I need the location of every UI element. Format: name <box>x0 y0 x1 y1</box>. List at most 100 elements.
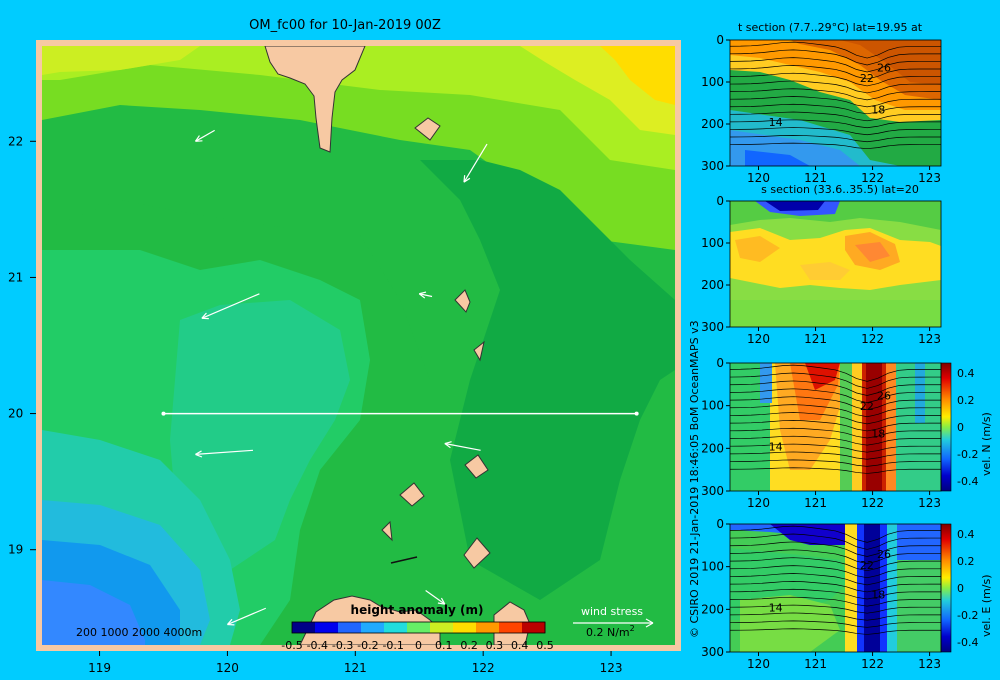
panel-x-tick-label: 123 <box>918 171 941 185</box>
colorbar-swatch <box>338 622 362 633</box>
panel-x-tick-label: 120 <box>747 657 770 671</box>
map-y-tick-label: 21 <box>8 270 23 284</box>
panel-y-tick-label: 0 <box>716 33 724 47</box>
contour-line <box>730 435 941 446</box>
wind-vector-head <box>418 291 427 299</box>
contour-line <box>730 88 941 101</box>
panel-x-tick-label: 120 <box>747 496 770 510</box>
credit-text: © CSIRO 2019 21-Jan-2019 18:46:05 BoM Oc… <box>688 320 701 638</box>
panel-y-tick-label: 200 <box>701 117 724 131</box>
map-y-tick-label: 19 <box>8 543 23 557</box>
contour-line <box>730 628 941 635</box>
colorbar-swatch <box>407 622 431 633</box>
panel-x-tick-label: 123 <box>918 657 941 671</box>
vel-colorbar-tick-label: -0.4 <box>957 636 978 649</box>
contour-line <box>730 142 941 150</box>
panel-frame <box>729 200 942 328</box>
wind-vector-head <box>201 312 209 320</box>
vel-colorbar-tick-label: 0.2 <box>957 394 975 407</box>
map-x-tick-label: 123 <box>600 661 623 675</box>
vele-colorbar <box>940 523 952 653</box>
contour-line <box>730 372 941 389</box>
colorbar-tick-label: -0.3 <box>332 639 353 652</box>
contour-line <box>730 533 941 550</box>
panel-salinity-title: s section (33.6..35.5) lat=20 <box>761 183 919 196</box>
height-colorbar: -0.5 -0.4 -0.3 -0.2 -0.1 0 0.1 0.2 0.3 0.4 0.5 <box>281 621 554 652</box>
map-x-tick-label: 119 <box>88 661 111 675</box>
contour-line <box>730 396 941 411</box>
wind-vector-head <box>226 618 235 626</box>
wind-vector-head <box>194 135 203 142</box>
wind-key-value: 0.2 N/m2 <box>586 624 635 639</box>
vel-colorbar-tick-label: -0.2 <box>957 448 978 461</box>
contour-line <box>730 612 941 621</box>
contour-line <box>730 412 941 425</box>
contour-line <box>730 96 941 108</box>
colorbar-swatch <box>499 622 523 633</box>
vel-colorbar-tick-label: -0.4 <box>957 475 978 488</box>
wind-vector <box>227 607 267 626</box>
wind-key-arrowhead <box>645 618 654 628</box>
contour-line <box>730 127 941 136</box>
panel-y-tick-label: 300 <box>701 484 724 498</box>
panel-y-tick-label: 0 <box>716 194 724 208</box>
colorbar-swatch <box>476 622 500 633</box>
panel-y-tick-label: 200 <box>701 602 724 616</box>
contour-label: 26 <box>877 62 891 75</box>
section-start-marker <box>161 411 166 416</box>
contour-line <box>730 420 941 432</box>
panel-axes: 120 121 122 123 0 100 200 300 120 121 122 123 0 100 20… <box>701 33 978 671</box>
contour-line <box>730 565 941 579</box>
contour-line <box>730 388 941 403</box>
panel-x-tick-label: 121 <box>804 332 827 346</box>
contour-label: 14 <box>769 116 783 129</box>
wind-vector <box>444 442 481 451</box>
panel-x-tick-label: 123 <box>918 496 941 510</box>
section-line <box>161 411 639 416</box>
colorbar-tick-label: 0.3 <box>486 639 504 652</box>
colorbar-frame <box>291 621 546 634</box>
contour-line <box>730 451 941 460</box>
contour-line <box>730 380 941 396</box>
panel-x-tick-label: 122 <box>861 657 884 671</box>
panel-x-tick-label: 122 <box>861 332 884 346</box>
panel-y-tick-label: 300 <box>701 320 724 334</box>
contour-line <box>730 459 941 467</box>
panel-y-tick-label: 100 <box>701 236 724 250</box>
wind-vector-head <box>463 175 471 183</box>
contour-line <box>730 427 941 439</box>
colorbar-swatch <box>292 622 316 633</box>
map-y-tick-label: 22 <box>8 134 23 148</box>
wind-vector-head <box>444 441 452 449</box>
wind-vector-head <box>195 450 203 458</box>
contour-label: 26 <box>877 548 891 561</box>
map-field <box>42 46 675 645</box>
contour-line <box>730 549 941 564</box>
vel-colorbar-tick-label: 0 <box>957 582 964 595</box>
colorbar-tick-label: 0 <box>415 639 422 652</box>
section-end-marker <box>634 411 639 416</box>
colorbar-swatch <box>453 622 477 633</box>
vel-colorbar-tick-label: -0.2 <box>957 609 978 622</box>
contour-line <box>730 557 941 572</box>
panel-frame <box>729 362 942 492</box>
colorbar-tick-label: 0.2 <box>460 639 478 652</box>
panel-x-tick-label: 121 <box>804 496 827 510</box>
vel-colorbar-tick-label: 0.4 <box>957 367 975 380</box>
wind-vectors <box>194 129 488 626</box>
contour-line <box>730 65 941 80</box>
wind-vector <box>195 129 215 142</box>
map-x-tick-label: 121 <box>344 661 367 675</box>
contour-line <box>730 604 941 614</box>
vele-colorbar-label: vel. E (m/s) <box>980 574 993 637</box>
contour-line <box>730 541 941 557</box>
panel-x-tick-label: 121 <box>804 657 827 671</box>
map-y-axis: 19 20 21 22 <box>8 134 36 557</box>
panel-frame <box>729 39 942 167</box>
wind-key-label: wind stress <box>581 605 643 618</box>
contour-line <box>730 41 941 59</box>
